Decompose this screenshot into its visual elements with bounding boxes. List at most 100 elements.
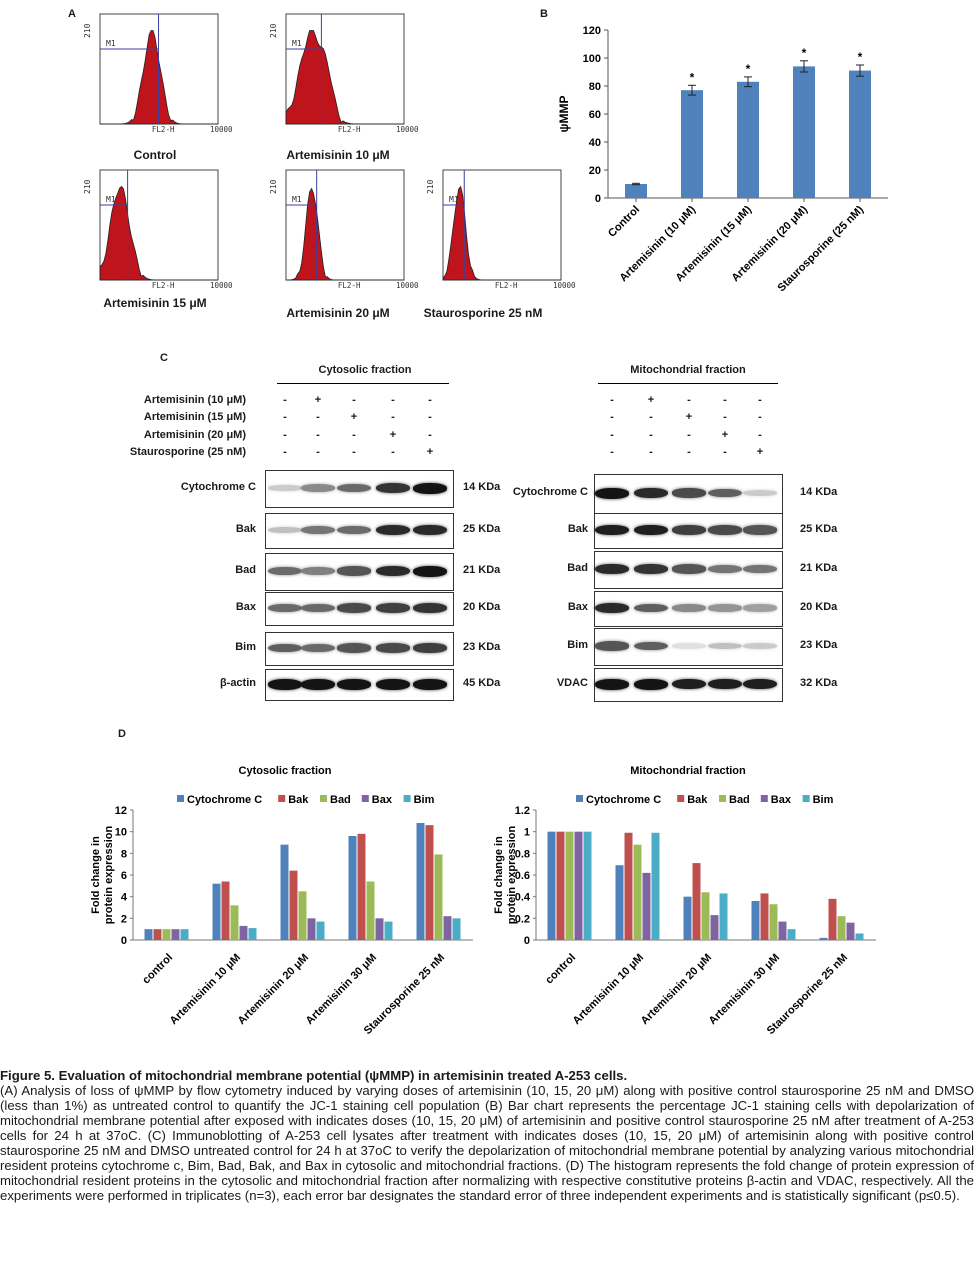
- histogram-xmax: 10000: [396, 281, 419, 290]
- molecular-weight-label: 23 KDa: [800, 639, 838, 651]
- protein-band: [376, 603, 410, 613]
- histogram-xlabel: FL2-H: [338, 281, 361, 290]
- molecular-weight-label: 20 KDa: [800, 601, 838, 613]
- protein-label: Bak: [235, 523, 256, 535]
- treatment-sign: -: [758, 429, 762, 441]
- protein-band: [595, 678, 629, 690]
- y-tick-label: 12: [115, 805, 127, 817]
- molecular-weight-label: 32 KDa: [800, 677, 838, 689]
- molecular-weight-label: 14 KDa: [800, 486, 838, 498]
- protein-band: [708, 604, 742, 612]
- protein-band: [595, 641, 629, 651]
- cytosolic-fraction-title: Cytosolic fraction: [318, 364, 412, 376]
- histogram-ymax: 210: [269, 23, 278, 38]
- protein-label: Bak: [567, 523, 588, 535]
- protein-band: [634, 487, 668, 499]
- protein-band: [376, 565, 410, 577]
- protein-band: [413, 565, 447, 577]
- protein-band: [337, 566, 371, 576]
- treatment-sign: -: [758, 411, 762, 423]
- panel-a-label: A: [68, 8, 76, 20]
- protein-band: [413, 602, 447, 614]
- histogram-curve: [286, 187, 404, 281]
- histogram-ymax: 210: [83, 179, 92, 194]
- y-tick-label: 40: [589, 137, 601, 149]
- bar: [855, 933, 864, 940]
- histogram-curve: [285, 30, 404, 125]
- treatment-sign: +: [756, 446, 764, 458]
- bar: [162, 929, 171, 940]
- m1-marker-label: M1: [292, 39, 302, 48]
- histogram-3: 210 M1 FL2-H 10000: [83, 169, 233, 290]
- treatment-sign: -: [428, 429, 432, 441]
- treatment-sign: -: [391, 411, 395, 423]
- y-axis-label: Fold change in: [90, 836, 102, 914]
- y-axis-label: Fold change in: [493, 836, 505, 914]
- histogram-xmax: 10000: [553, 281, 576, 290]
- molecular-weight-label: 14 KDa: [463, 481, 501, 493]
- protein-band: [301, 678, 335, 690]
- y-tick-label: 0: [595, 193, 601, 205]
- x-category-label: Artemisinin 30 μM: [304, 952, 379, 1027]
- protein-band: [268, 678, 302, 690]
- histogram-ymax: 210: [269, 179, 278, 194]
- legend-swatch: [760, 795, 768, 802]
- chart-title: Cytosolic fraction: [239, 765, 332, 777]
- treatment-sign: -: [723, 394, 727, 406]
- m1-marker-label: M1: [449, 195, 459, 204]
- protein-band: [743, 643, 777, 649]
- bar: [846, 922, 855, 940]
- histogram-xmax: 10000: [396, 125, 419, 134]
- legend-swatch: [177, 795, 184, 802]
- protein-band: [743, 604, 777, 612]
- bar: [239, 925, 248, 940]
- protein-band: [337, 678, 371, 690]
- significance-star: *: [746, 62, 751, 76]
- bar: [692, 863, 701, 940]
- legend-swatch: [677, 795, 685, 802]
- y-tick-label: 8: [121, 848, 127, 860]
- protein-band: [743, 490, 777, 496]
- legend-swatch: [719, 795, 726, 802]
- protein-label: VDAC: [556, 677, 588, 689]
- x-category-label: control: [140, 952, 175, 987]
- y-tick-label: 0.8: [515, 848, 530, 860]
- protein-band: [672, 678, 706, 690]
- legend-label: Bak: [288, 794, 309, 806]
- significance-star: *: [690, 70, 695, 84]
- treatment-sign: -: [723, 446, 727, 458]
- x-category-label: Artemisinin 10 μM: [571, 952, 646, 1027]
- legend-swatch: [802, 795, 810, 802]
- histogram-caption: Artemisinin 15 μM: [103, 296, 207, 310]
- treatment-sign: -: [352, 446, 356, 458]
- protein-band: [337, 603, 371, 613]
- bar: [819, 937, 828, 940]
- protein-band: [672, 525, 706, 535]
- bar: [357, 833, 366, 940]
- protein-band: [634, 678, 668, 690]
- treatment-sign: -: [316, 411, 320, 423]
- protein-band: [376, 482, 410, 494]
- treatment-sign: -: [283, 446, 287, 458]
- bar: [701, 892, 710, 940]
- protein-label: β-actin: [219, 677, 256, 689]
- protein-band: [301, 484, 335, 492]
- x-category-label: control: [543, 952, 578, 987]
- bar: [710, 915, 719, 940]
- legend-swatch: [576, 795, 583, 802]
- treatment-sign: +: [685, 411, 693, 423]
- legend-label: Cytochrome C: [586, 794, 661, 806]
- histogram-xlabel: FL2-H: [338, 125, 361, 134]
- bar: [307, 918, 316, 940]
- treatment-sign: -: [352, 394, 356, 406]
- protein-band: [634, 524, 668, 536]
- bar: [787, 929, 796, 940]
- protein-band: [301, 643, 335, 653]
- histogram-caption: Staurosporine 25 nM: [423, 306, 543, 320]
- x-category-label: Control: [606, 204, 642, 240]
- bar: [615, 865, 624, 940]
- legend-label: Bad: [330, 794, 351, 806]
- protein-band: [743, 525, 777, 535]
- protein-band: [743, 678, 777, 690]
- protein-band: [708, 678, 742, 690]
